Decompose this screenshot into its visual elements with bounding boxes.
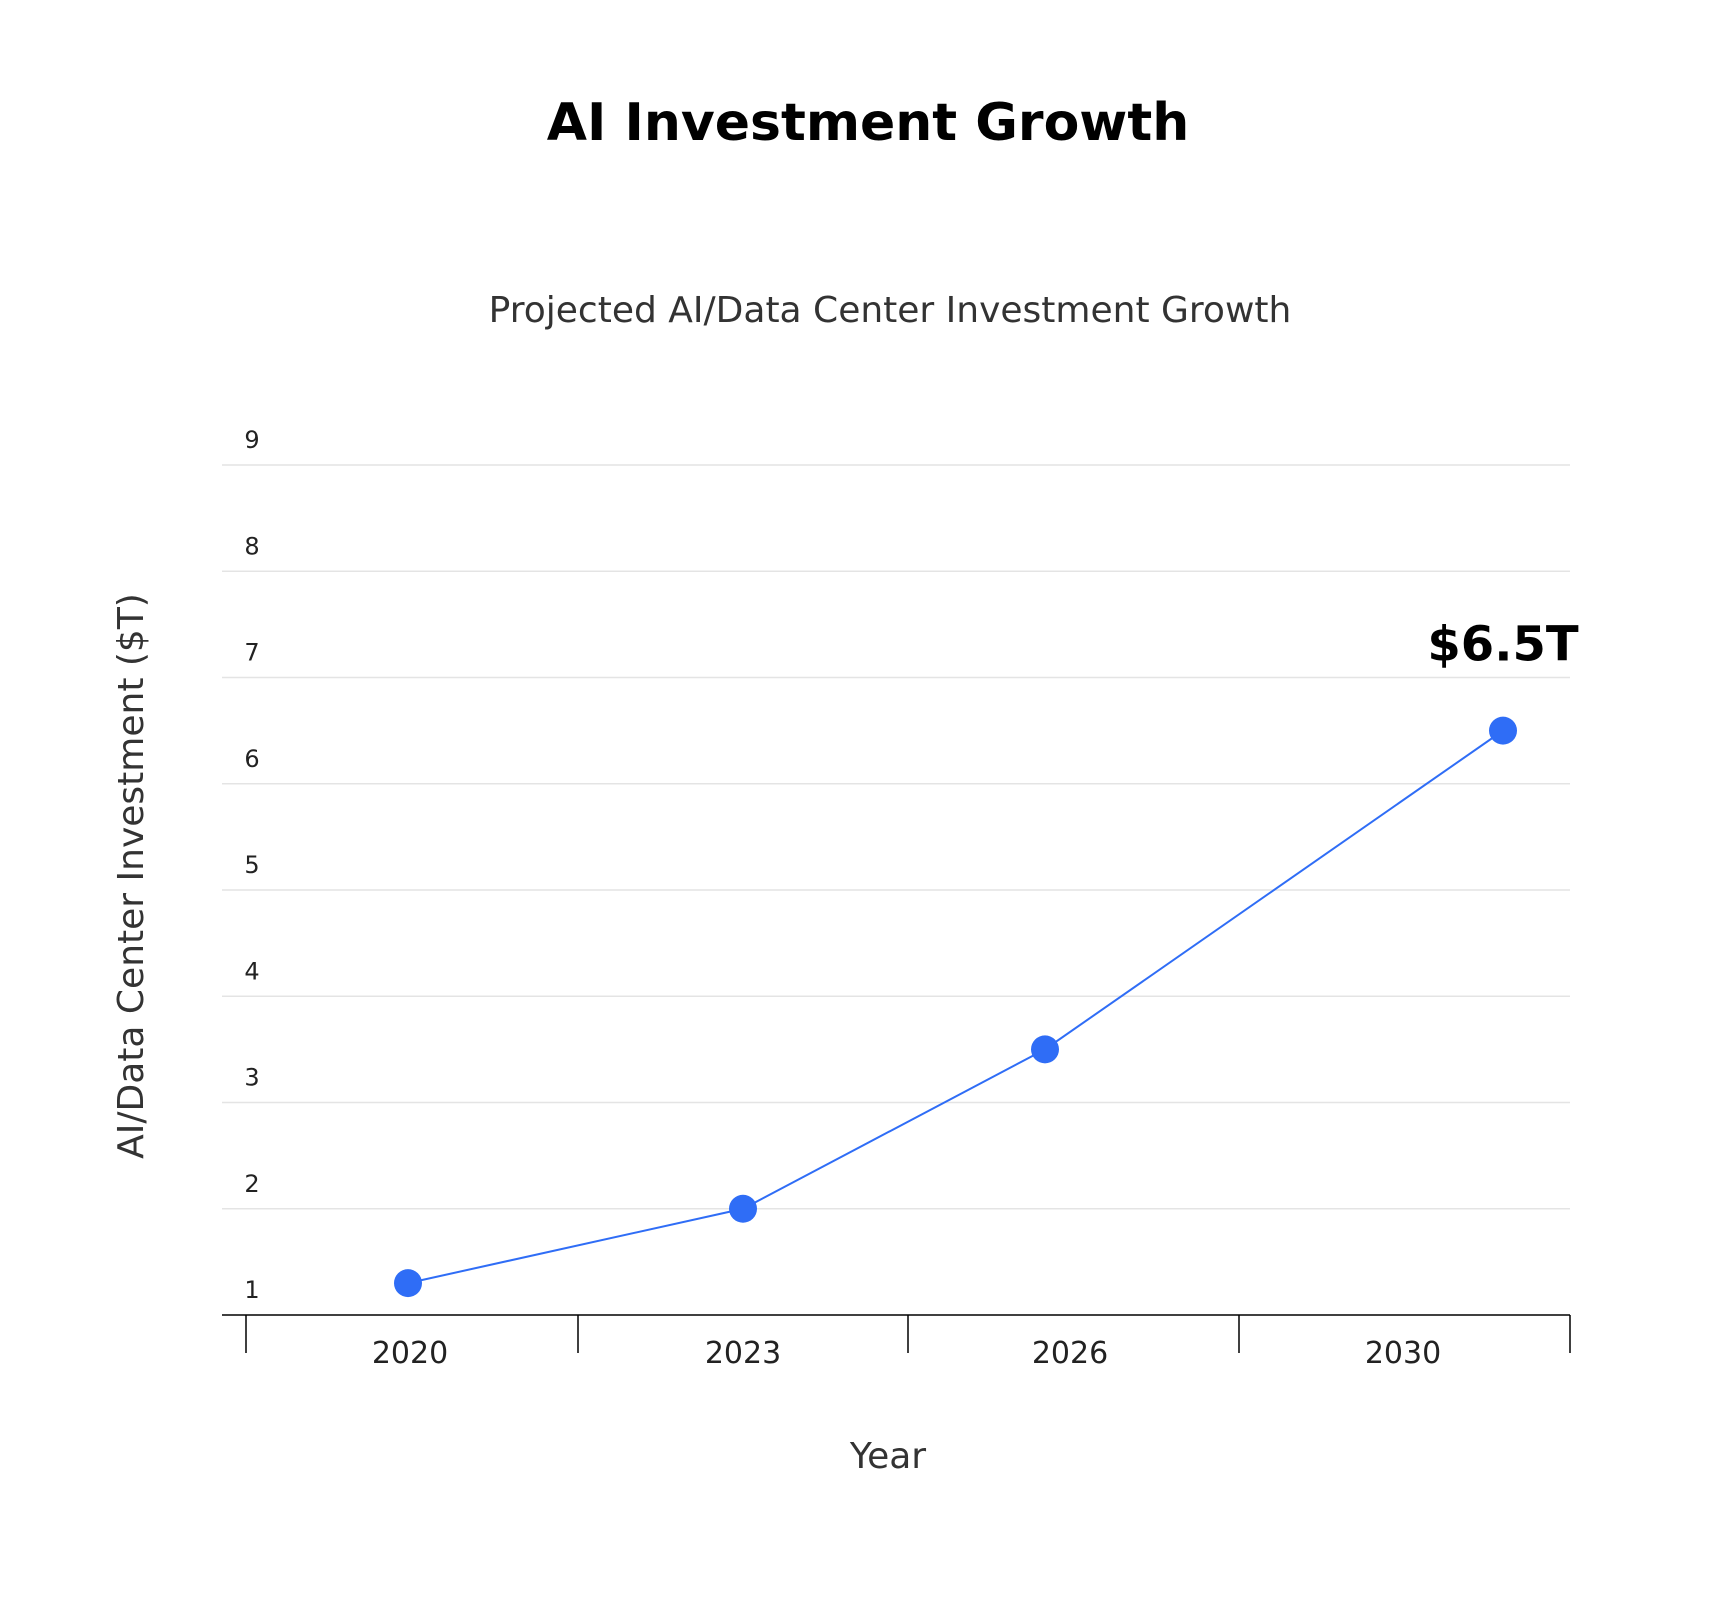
- annotations: $6.5T: [1427, 617, 1578, 673]
- y-tick-label: 4: [244, 957, 259, 985]
- y-tick-label: 3: [244, 1064, 259, 1092]
- y-axis-title: AI/Data Center Investment ($T): [111, 593, 152, 1159]
- x-axis-title: Year: [849, 1436, 926, 1477]
- gridlines: [222, 464, 1570, 1210]
- x-tick-label: 2030: [1365, 1336, 1441, 1371]
- series-line: [407, 729, 1504, 1285]
- y-tick-label: 9: [244, 426, 259, 454]
- data-point: [1031, 1035, 1059, 1064]
- x-tick-label: 2020: [372, 1336, 448, 1371]
- y-tick-label: 8: [244, 532, 259, 560]
- x-tick-label: 2026: [1032, 1336, 1108, 1371]
- data-point: [729, 1194, 757, 1223]
- x-tick-label: 2023: [705, 1336, 781, 1371]
- y-tick-label: 2: [244, 1170, 259, 1198]
- data-label: $6.5T: [1427, 617, 1578, 673]
- y-tick-label: 7: [244, 639, 259, 667]
- series: [394, 716, 1517, 1298]
- y-axis-ticks: 1 2 3 4 5 6 7 8 9: [244, 426, 259, 1304]
- data-point: [394, 1269, 422, 1298]
- x-axis-ticks: 2020 2023 2026 2030: [372, 1336, 1441, 1371]
- chart-subtitle: Projected AI/Data Center Investment Grow…: [489, 290, 1292, 331]
- y-tick-label: 6: [244, 745, 259, 773]
- y-tick-label: 1: [244, 1276, 259, 1304]
- chart-title: AI Investment Growth: [547, 93, 1189, 153]
- x-axis: [222, 1314, 1571, 1353]
- y-tick-label: 5: [244, 851, 259, 879]
- data-point: [1489, 716, 1517, 745]
